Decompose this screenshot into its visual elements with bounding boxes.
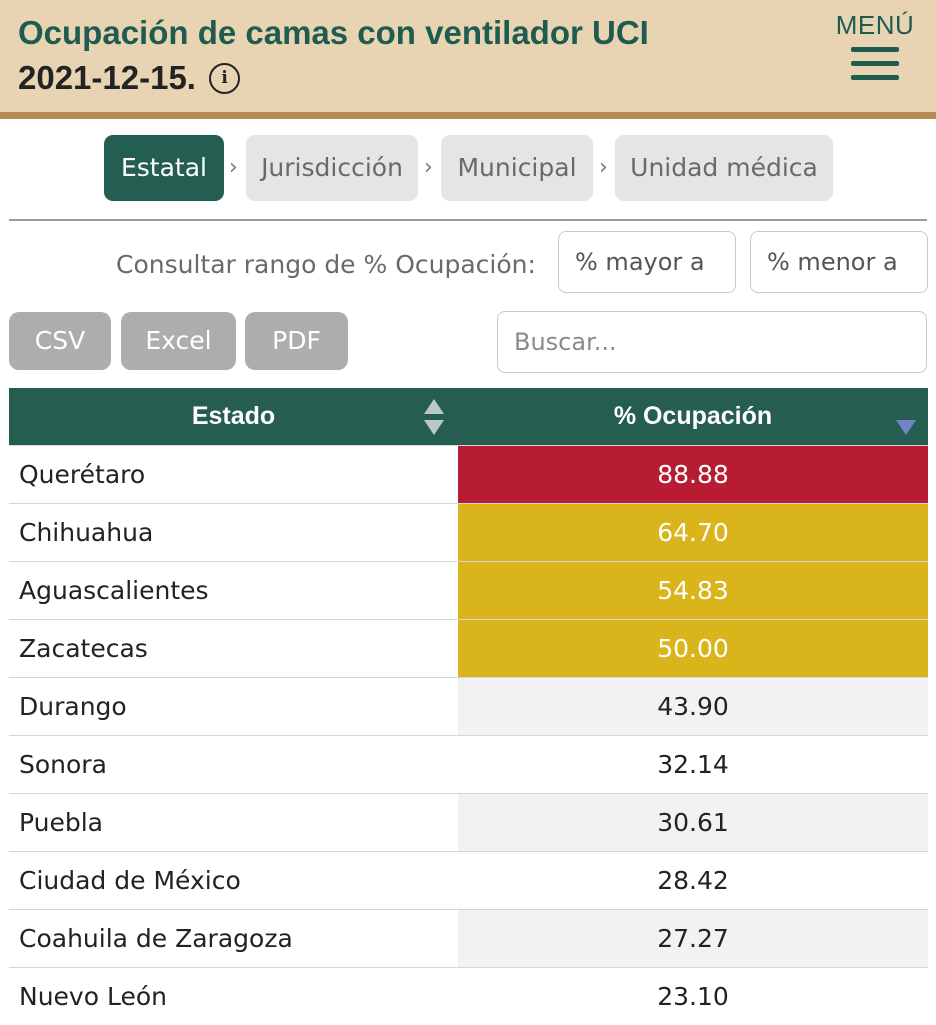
state-name-cell: Chihuahua bbox=[9, 504, 458, 562]
occupancy-value-cell: 30.61 bbox=[458, 794, 928, 852]
column-header-estado[interactable]: Estado bbox=[9, 388, 458, 446]
occupancy-value-cell: 64.70 bbox=[458, 504, 928, 562]
state-name-cell: Coahuila de Zaragoza bbox=[9, 910, 458, 968]
occupancy-value-cell: 50.00 bbox=[458, 620, 928, 678]
column-header-label: % Ocupación bbox=[614, 402, 772, 430]
state-name-cell: Sonora bbox=[9, 736, 458, 794]
max-percent-input[interactable]: % menor a bbox=[750, 231, 928, 293]
state-name-cell: Querétaro bbox=[9, 446, 458, 504]
excel-button[interactable]: Excel bbox=[121, 312, 236, 370]
column-header-ocupacion[interactable]: % Ocupación bbox=[458, 388, 928, 446]
csv-button[interactable]: CSV bbox=[9, 312, 111, 370]
chevron-right-icon: › bbox=[424, 135, 433, 201]
menu-label: MENÚ bbox=[830, 10, 920, 41]
menu-button[interactable]: MENÚ bbox=[830, 10, 920, 89]
occupancy-value-cell: 54.83 bbox=[458, 562, 928, 620]
tab-municipal[interactable]: Municipal bbox=[441, 135, 593, 201]
report-date: 2021-12-15. bbox=[18, 59, 196, 96]
chevron-right-icon: › bbox=[229, 135, 238, 201]
occupancy-value-cell: 32.14 bbox=[458, 736, 928, 794]
chevron-right-icon: › bbox=[599, 135, 608, 201]
sort-descending-icon bbox=[896, 420, 916, 435]
breadcrumb: Estatal › Jurisdicción › Municipal › Uni… bbox=[0, 135, 936, 201]
sort-icon bbox=[424, 399, 444, 435]
tab-estatal[interactable]: Estatal bbox=[104, 135, 224, 201]
page-title: Ocupación de camas con ventilador UCI 20… bbox=[18, 10, 718, 100]
table-header-row: Estado % Ocupación bbox=[9, 388, 928, 446]
occupancy-value-cell: 88.88 bbox=[458, 446, 928, 504]
min-percent-input[interactable]: % mayor a bbox=[558, 231, 736, 293]
page-title-text: Ocupación de camas con ventilador UCI bbox=[18, 14, 649, 51]
hamburger-icon bbox=[851, 47, 899, 80]
divider bbox=[9, 219, 927, 221]
tab-unidad-medica[interactable]: Unidad médica bbox=[615, 135, 833, 201]
occupancy-value-cell: 27.27 bbox=[458, 910, 928, 968]
app-header: Ocupación de camas con ventilador UCI 20… bbox=[0, 0, 936, 119]
occupancy-value-cell: 43.90 bbox=[458, 678, 928, 736]
search-input[interactable]: Buscar... bbox=[497, 311, 927, 373]
pdf-button[interactable]: PDF bbox=[245, 312, 348, 370]
tab-jurisdiccion[interactable]: Jurisdicción bbox=[246, 135, 418, 201]
occupancy-value-cell: 23.10 bbox=[458, 968, 928, 1025]
range-filter-label: Consultar rango de % Ocupación: bbox=[116, 250, 536, 279]
state-name-cell: Nuevo León bbox=[9, 968, 458, 1025]
state-name-cell: Ciudad de México bbox=[9, 852, 458, 910]
state-name-cell: Puebla bbox=[9, 794, 458, 852]
occupancy-value-cell: 28.42 bbox=[458, 852, 928, 910]
column-header-label: Estado bbox=[192, 402, 275, 430]
state-name-cell: Aguascalientes bbox=[9, 562, 458, 620]
state-name-cell: Zacatecas bbox=[9, 620, 458, 678]
state-name-cell: Durango bbox=[9, 678, 458, 736]
info-icon[interactable]: i bbox=[209, 63, 240, 94]
